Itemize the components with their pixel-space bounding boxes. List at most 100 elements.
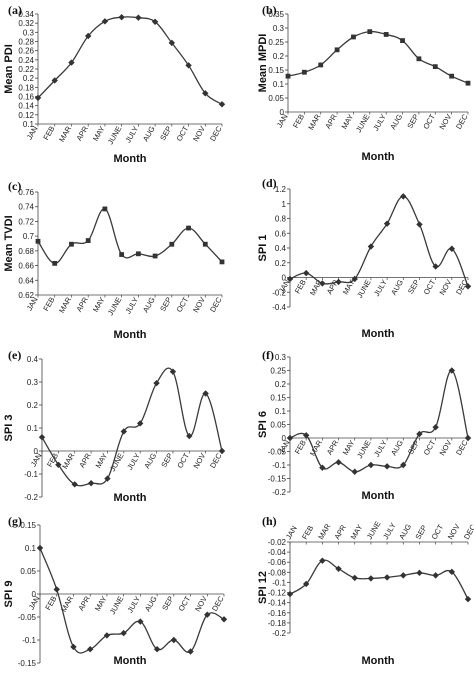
y-axis-title: Mean MPDI (257, 34, 269, 93)
x-tick-label: JULY (123, 125, 140, 145)
y-tick-label: 0.05 (270, 421, 286, 430)
y-tick-label: 0.35 (268, 10, 284, 19)
y-axis-title: SPI 3 (3, 415, 15, 442)
x-tick-label: JULY (372, 439, 389, 459)
x-tick-label: FEB (43, 595, 58, 612)
y-tick-label: 0 (34, 447, 39, 456)
x-tick-label: MAR (306, 112, 322, 131)
x-tick-label: APR (76, 594, 92, 612)
x-tick-label: APR (332, 523, 348, 541)
y-tick-label: 0.1 (275, 407, 287, 416)
data-point-marker (432, 572, 439, 579)
data-point-marker (70, 643, 77, 651)
data-point-marker (84, 32, 92, 40)
x-tick-label: MAY (340, 113, 356, 131)
x-tick-label: NOV (446, 522, 462, 541)
data-point-marker (51, 77, 58, 84)
x-tick-label: FEB (291, 113, 306, 130)
panel-label: (c) (8, 179, 21, 193)
data-point-marker (351, 275, 358, 283)
data-point-marker (319, 280, 326, 287)
data-point-marker (448, 245, 456, 252)
panel-label: (h) (262, 514, 277, 528)
y-tick-label: 0.2 (23, 74, 35, 83)
series-line (287, 30, 469, 84)
y-tick-label: 0.34 (18, 10, 34, 19)
y-tick-label: -0.1 (24, 470, 38, 479)
x-tick-label: OCT (175, 451, 191, 470)
x-tick-label: AUG (397, 522, 413, 541)
data-point-marker (416, 56, 422, 62)
data-point-marker (286, 590, 294, 598)
data-point-marker (118, 14, 125, 21)
y-tick-label: 0.64 (18, 276, 34, 285)
y-tick-label: 0.74 (18, 203, 34, 212)
y-tick-label: 0 (280, 108, 285, 117)
data-point-marker (168, 39, 176, 47)
y-axis-title: SPI 12 (257, 571, 269, 604)
panel-label: (a) (8, 3, 22, 17)
data-point-marker (319, 557, 326, 564)
data-point-marker (34, 94, 42, 102)
y-tick-label: 0.72 (18, 217, 34, 226)
x-tick-label: OCT (422, 278, 438, 297)
data-point-marker (38, 434, 46, 441)
x-tick-label: SEP (158, 296, 173, 314)
chart-panel-g: -0.15 -0.1 -0.05 0 0.05 0.1 0.15 JAN FEB MAR APR MA… (3, 514, 228, 668)
y-tick-label: 0.4 (27, 355, 39, 364)
x-axis-title: Month (114, 329, 147, 341)
x-tick-label: JAN (27, 595, 42, 612)
data-point-marker (153, 646, 161, 653)
y-tick-label: 0.66 (18, 262, 34, 271)
x-tick-label: JULY (372, 278, 389, 298)
x-tick-label: MAY (94, 452, 110, 470)
chart-panel-h: -0.2-0.18-0.16-0.14-0.12-0.1-0.08-0.06-0… (257, 514, 474, 667)
y-tick-label: -0.08 (268, 568, 287, 577)
y-tick-label: -0.12 (268, 589, 287, 598)
data-point-marker (383, 574, 391, 581)
x-tick-label: SEP (160, 595, 175, 613)
series-line (289, 559, 469, 600)
data-point-marker (52, 260, 58, 266)
data-point-marker (335, 459, 342, 466)
x-tick-label: SEP (413, 523, 428, 541)
data-point-marker (286, 275, 294, 283)
x-tick-label: JULY (371, 113, 388, 133)
data-point-marker (102, 206, 108, 212)
y-tick-label: 0 (282, 434, 287, 443)
panel-label: (d) (262, 176, 277, 190)
x-tick-label: APR (74, 124, 90, 142)
data-point-marker (187, 648, 194, 655)
y-tick-label: 0.16 (18, 93, 34, 102)
x-tick-label: DEC (462, 522, 474, 541)
data-point-marker (302, 432, 310, 439)
data-point-marker (86, 646, 94, 653)
x-axis-title: Month (114, 492, 147, 504)
x-tick-label: FEB (300, 524, 315, 541)
y-tick-label: -0.05 (18, 613, 37, 622)
data-point-marker (202, 241, 208, 247)
x-axis-title: Month (114, 153, 147, 165)
y-axis-title: Mean TVDI (3, 215, 15, 271)
y-tick-label: 0.05 (20, 567, 36, 576)
data-point-marker (87, 480, 95, 487)
y-axis-title: SPI 1 (257, 235, 269, 262)
data-point-marker (202, 90, 209, 97)
y-tick-label: 0.28 (18, 38, 34, 47)
x-tick-label: MAY (91, 296, 107, 314)
data-point-marker (135, 251, 141, 257)
x-tick-label: AUG (141, 124, 157, 143)
data-point-marker (153, 379, 160, 387)
y-axis-title: Mean PDI (3, 44, 15, 94)
x-tick-label: SEP (405, 113, 420, 131)
x-tick-label: AUG (389, 278, 405, 297)
data-point-marker (318, 62, 324, 68)
x-tick-label: OCT (430, 522, 446, 541)
x-tick-label: APR (77, 451, 93, 469)
y-tick-label: 0.15 (20, 521, 36, 530)
y-tick-label: 0.2 (275, 380, 287, 389)
y-tick-label: 0.22 (18, 65, 34, 74)
y-tick-label: -0.2 (272, 488, 286, 497)
y-tick-label: 0.24 (18, 56, 34, 65)
